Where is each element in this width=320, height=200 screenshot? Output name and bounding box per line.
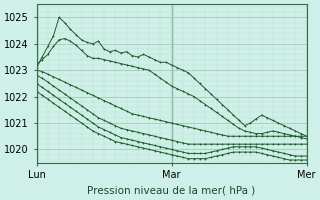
X-axis label: Pression niveau de la mer( hPa ): Pression niveau de la mer( hPa ) — [87, 186, 256, 196]
